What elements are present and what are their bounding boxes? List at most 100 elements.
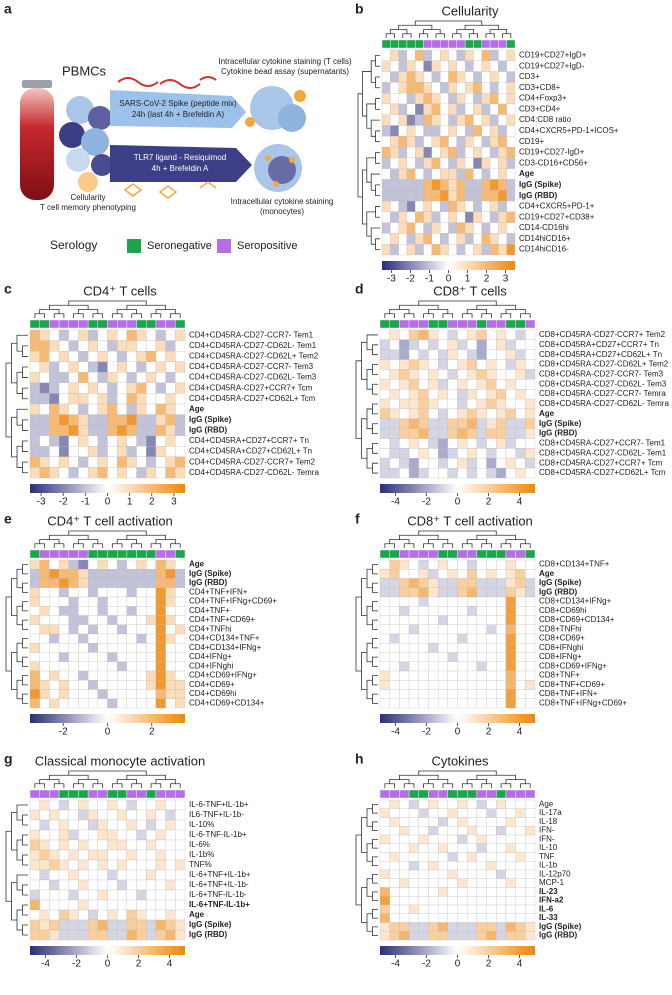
heatmap-cell — [175, 414, 186, 426]
serology-cell — [146, 789, 157, 799]
heatmap-cell — [175, 809, 186, 821]
heatmap-cell — [146, 382, 157, 394]
heatmap-cell — [68, 372, 79, 384]
heatmap-cell — [381, 179, 391, 191]
heatmap-cell — [39, 879, 50, 891]
heatmap-cell — [406, 93, 416, 105]
heatmap-cell — [525, 698, 536, 709]
heatmap-cell — [379, 624, 390, 635]
heatmap-cell — [165, 446, 176, 458]
heatmap-cell — [476, 698, 487, 709]
legend-label: Seronegative — [147, 240, 212, 252]
heatmap-cell — [457, 670, 468, 681]
heatmap-cell — [155, 889, 166, 901]
heatmap-cell — [423, 49, 433, 61]
dendrogram — [466, 309, 487, 314]
serology-cell — [476, 789, 487, 799]
heatmap-cell — [515, 578, 526, 588]
heatmap-cell — [398, 233, 408, 245]
heatmap-cell — [146, 661, 157, 672]
heatmap-cell — [437, 398, 448, 410]
serology-cell — [515, 319, 526, 329]
heatmap-cell — [126, 819, 137, 831]
serology-cell — [473, 39, 482, 49]
heatmap-cell — [440, 125, 449, 137]
heatmap-cell — [39, 372, 50, 384]
heatmap-cell — [379, 458, 390, 469]
heatmap-cell — [107, 624, 118, 635]
heatmap-cell — [389, 418, 400, 429]
heatmap-cell — [107, 889, 118, 901]
dendrogram — [428, 779, 449, 784]
heatmap-cell — [146, 799, 157, 811]
heatmap-cell — [505, 817, 516, 827]
heatmap-cell — [476, 922, 487, 932]
heatmap-cell — [515, 398, 526, 410]
dendrogram — [16, 804, 28, 821]
heatmap-cell — [398, 200, 408, 212]
heatmap-cell — [175, 652, 186, 662]
dendrogram — [155, 779, 176, 784]
heatmap-cell — [498, 233, 507, 245]
row-label: CD4+CXCR5+PD-1+ICOS+ — [519, 126, 619, 135]
heatmap-cell — [467, 680, 478, 690]
heatmap-cell — [379, 817, 390, 827]
heatmap-cell — [87, 350, 98, 362]
heatmap-cell — [457, 624, 468, 635]
heatmap-cell — [389, 369, 400, 380]
heatmap-cell — [406, 125, 416, 137]
heatmap-cell — [476, 878, 487, 888]
heatmap-cell — [136, 615, 147, 625]
heatmap-cell — [406, 114, 416, 126]
heatmap-cell — [496, 834, 507, 844]
heatmap-cell — [431, 200, 441, 212]
heatmap-cell — [437, 408, 448, 419]
heatmap-cell — [481, 49, 491, 61]
heatmap-cell — [437, 458, 448, 469]
colorbar-tick-label: 4 — [517, 959, 523, 970]
heatmap-cell — [525, 615, 536, 625]
heatmap-cell — [406, 211, 416, 223]
dendrogram — [16, 679, 23, 700]
heatmap-cell — [390, 125, 399, 137]
serology-cell — [165, 549, 176, 559]
heatmap-cell — [398, 211, 408, 223]
heatmap-cell — [399, 661, 410, 672]
heatmap-cell — [68, 350, 79, 362]
row-label: IgG (RBD) — [189, 930, 228, 939]
heatmap-cell — [136, 829, 147, 841]
heatmap-cell — [423, 179, 433, 191]
heatmap-cell — [117, 909, 128, 921]
heatmap-cell — [165, 382, 176, 394]
heatmap-cell — [428, 428, 439, 439]
heatmap-cell — [457, 596, 468, 607]
heatmap-cell — [423, 93, 433, 105]
heatmap-cell — [78, 446, 89, 458]
panel-title: Cytokines — [431, 753, 489, 768]
heatmap-cell — [415, 179, 424, 191]
heatmap-cell — [126, 596, 137, 607]
serology-cell — [486, 549, 497, 559]
row-label: CD4+CD45RA-CD27-CD62L- Temra — [189, 468, 319, 477]
heatmap-cell — [506, 146, 516, 159]
dendrogram — [370, 60, 376, 83]
heatmap-cell — [525, 878, 536, 888]
dendrogram — [461, 313, 473, 318]
heatmap-cell — [97, 414, 108, 426]
heatmap-cell — [117, 596, 128, 607]
heatmap-cell — [428, 689, 439, 699]
heatmap-cell — [448, 146, 457, 159]
serology-cell — [506, 39, 516, 49]
heatmap-cell — [78, 615, 89, 625]
row-label: CD14-CD16hi — [519, 223, 569, 232]
heatmap-cell — [175, 350, 186, 362]
heatmap-cell — [146, 909, 157, 921]
row-label: CD3+ — [519, 72, 540, 81]
heatmap-cell — [136, 569, 147, 579]
heatmap-cell — [39, 578, 50, 588]
colorbar-tick-label: 1 — [127, 497, 133, 508]
heatmap-cell — [486, 339, 497, 350]
heatmap-cell — [506, 114, 516, 126]
dendrogram — [384, 543, 395, 548]
dendrogram — [366, 843, 373, 862]
